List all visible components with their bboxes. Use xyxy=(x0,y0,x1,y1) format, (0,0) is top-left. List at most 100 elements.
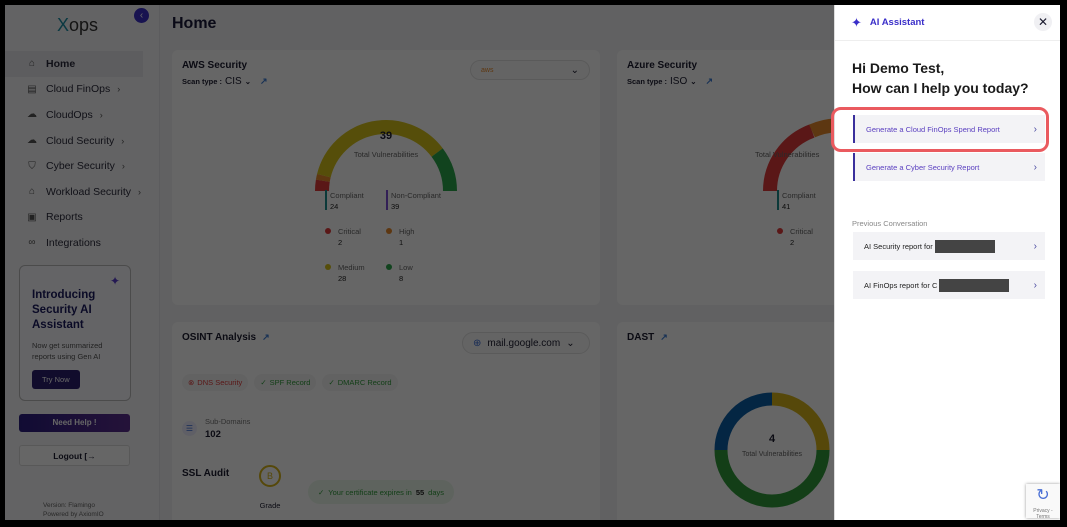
sidebar-nav: ⌂ Home ▤ Cloud FinOps › ☁ CloudOps › ☁ Cloud Secu… xyxy=(5,51,160,256)
chevron-right-icon: › xyxy=(121,161,125,172)
aws-security-card: AWS Security Scan type : CIS ⌄ ↗ aws ⌄ 39 To… xyxy=(172,50,600,305)
gauge-segment-medium xyxy=(317,120,443,178)
donut-segment xyxy=(771,392,830,451)
certificate-expiry: ✓ Your certificate expires in 55 days xyxy=(308,480,454,504)
domain-value: mail.google.com xyxy=(487,337,561,349)
external-link-icon[interactable]: ↗ xyxy=(660,332,668,342)
need-help-button[interactable]: Need Help ! xyxy=(19,414,130,432)
sidebar-item-cloud-finops[interactable]: ▤ Cloud FinOps › xyxy=(5,77,160,103)
check-dns-security: ⊗ DNS Security xyxy=(182,374,249,391)
finops-icon: ▤ xyxy=(27,83,37,95)
sparkle-icon: ✦ xyxy=(109,274,120,288)
close-button[interactable]: ✕ xyxy=(1034,13,1052,31)
ssl-grade: B Grade xyxy=(255,465,285,510)
chevron-right-icon: › xyxy=(1033,279,1037,291)
gauge-segment-low xyxy=(431,148,457,192)
domain-select[interactable]: ⊕ mail.google.com ⌄ xyxy=(462,332,590,354)
sidebar: Xops ‹ ⌂ Home ▤ Cloud FinOps › ☁ CloudOps › ☁ Clo… xyxy=(5,5,160,520)
donut-segment xyxy=(714,392,773,451)
external-link-icon[interactable]: ↗ xyxy=(705,76,714,86)
external-link-icon[interactable]: ↗ xyxy=(262,332,270,342)
check-circle-icon: ✓ xyxy=(318,487,325,497)
severity-high: High 1 xyxy=(386,226,446,248)
chevron-down-icon: ⌄ xyxy=(566,337,575,349)
total-count: 39 xyxy=(379,130,393,142)
award-icon: B xyxy=(259,465,281,487)
redacted-text xyxy=(939,278,1010,292)
report-icon: ▣ xyxy=(27,211,37,223)
sidebar-item-integrations[interactable]: ∞ Integrations xyxy=(5,230,160,256)
sidebar-item-label: Integrations xyxy=(46,236,101,249)
scan-value: ISO xyxy=(670,76,688,87)
server-icon: ☰ xyxy=(182,421,197,436)
sidebar-item-home[interactable]: ⌂ Home xyxy=(5,51,143,77)
globe-icon: ⊕ xyxy=(473,337,482,349)
ssl-audit-title: SSL Audit xyxy=(182,468,230,479)
logo: Xops xyxy=(57,15,99,35)
chevron-right-icon: › xyxy=(1033,161,1037,173)
previous-conversation-item[interactable]: AI Security report for › xyxy=(853,232,1045,260)
chevron-down-icon: ⌄ xyxy=(690,77,697,86)
sidebar-item-label: Home xyxy=(46,57,76,70)
promo-title: Introducing Security AI Assistant xyxy=(32,289,96,331)
check-circle-icon: ✓ xyxy=(260,378,267,387)
logout-button[interactable]: Logout [→ xyxy=(19,445,130,466)
cloud-lock-icon: ☁ xyxy=(27,135,37,147)
aws-logo: aws xyxy=(481,66,494,74)
severity-critical: Critical 2 xyxy=(777,226,837,248)
card-title: OSINT Analysis ↗ xyxy=(182,332,270,343)
sidebar-item-cloudops[interactable]: ☁ CloudOps › xyxy=(5,102,160,128)
donut-segment xyxy=(714,449,830,508)
severity-critical: Critical 2 xyxy=(325,226,385,248)
sidebar-item-label: Cloud FinOps xyxy=(46,83,111,96)
powered-by: Powered by AxiomIO xyxy=(43,511,104,518)
check-spf-record: ✓ SPF Record xyxy=(254,374,317,391)
sidebar-item-workload-security[interactable]: ⌂ Workload Security › xyxy=(5,179,160,205)
suggestion-finops-report[interactable]: Generate a Cloud FinOps Spend Report › xyxy=(853,115,1045,143)
external-link-icon[interactable]: ↗ xyxy=(259,76,268,86)
sparkle-icon: ✦ xyxy=(851,14,862,30)
account-select[interactable]: aws ⌄ xyxy=(470,60,590,80)
sidebar-item-reports[interactable]: ▣ Reports xyxy=(5,205,160,231)
severity-gauge xyxy=(315,120,457,192)
gauge-segment-critical xyxy=(315,179,330,192)
scan-label: Scan type : xyxy=(182,77,223,86)
sidebar-item-cyber-security[interactable]: ⛉ Cyber Security › xyxy=(5,153,160,179)
shield-icon: ⛉ xyxy=(28,160,36,172)
panel-header: ✦ AI Assistant xyxy=(835,5,1060,41)
workload-icon: ⌂ xyxy=(28,186,36,198)
page-title: Home xyxy=(172,15,217,32)
x-circle-icon: ⊗ xyxy=(188,378,195,387)
try-now-button[interactable]: Try Now xyxy=(32,370,80,389)
ai-assistant-panel: ✦ AI Assistant ✕ Hi Demo Test, How can I h… xyxy=(831,5,1060,520)
sidebar-item-label: Workload Security xyxy=(46,185,132,198)
scan-type-select[interactable]: Scan type : CIS ⌄ ↗ xyxy=(182,76,268,87)
chevron-right-icon: › xyxy=(117,84,121,95)
scan-type-select[interactable]: Scan type : ISO ⌄ ↗ xyxy=(627,76,713,87)
check-dmarc-record: ✓ DMARC Record xyxy=(322,374,398,391)
sidebar-item-label: Reports xyxy=(46,211,83,224)
collapse-sidebar-button[interactable]: ‹ xyxy=(134,8,149,23)
panel-title: AI Assistant xyxy=(869,17,925,28)
chevron-right-icon: › xyxy=(1033,240,1037,252)
suggestion-cyber-report[interactable]: Generate a Cyber Security Report › xyxy=(853,153,1045,181)
compliant-stat: Compliant 24 xyxy=(325,190,385,212)
total-label: Total Vulnerabilities xyxy=(755,150,820,159)
total-count: 4 xyxy=(768,433,776,445)
sidebar-item-cloud-security[interactable]: ☁ Cloud Security › xyxy=(5,128,160,154)
check-circle-icon: ✓ xyxy=(328,378,335,387)
previous-conversation-item[interactable]: AI FinOps report for C › xyxy=(853,271,1045,299)
promo-text: Now get summarized reports using Gen AI xyxy=(32,341,103,361)
noncompliant-stat: Non-Compliant 39 xyxy=(386,190,446,212)
recaptcha-badge[interactable]: ↻ Privacy - Terms xyxy=(1026,484,1060,520)
chevron-down-icon: ⌄ xyxy=(244,77,251,86)
card-title: DAST ↗ xyxy=(627,332,668,343)
logout-label: Logout xyxy=(53,451,83,461)
chevron-right-icon: › xyxy=(1033,123,1037,135)
compliant-stat: Compliant 41 xyxy=(777,190,837,212)
home-cloud-icon: ⌂ xyxy=(28,58,36,70)
chevron-right-icon: › xyxy=(99,109,103,120)
total-label: Total Vulnerabilities xyxy=(741,451,803,458)
highlight-box xyxy=(831,107,1049,152)
severity-low: Low 8 xyxy=(386,262,446,284)
